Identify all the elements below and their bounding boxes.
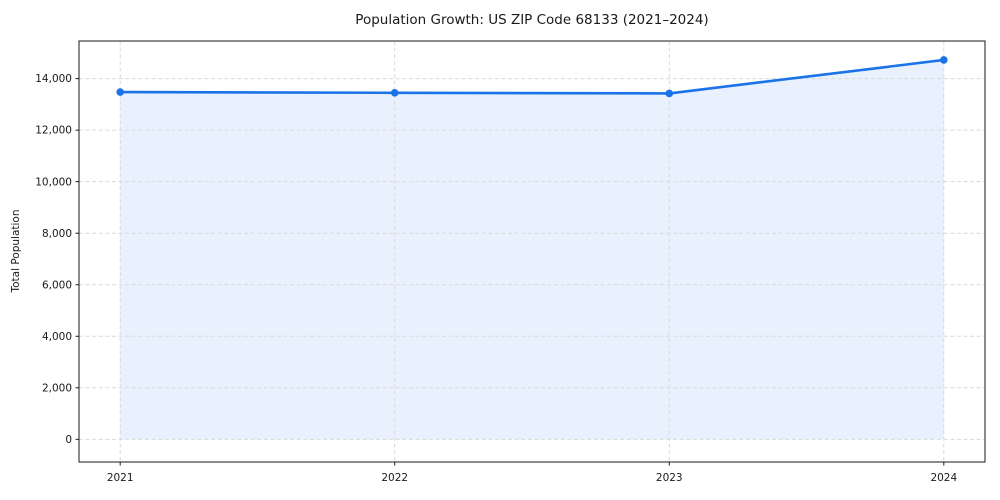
- x-tick-label: 2022: [381, 472, 408, 484]
- y-tick-label: 4,000: [42, 331, 72, 343]
- gridline-layer: [79, 41, 985, 462]
- y-tick-label: 6,000: [42, 279, 72, 291]
- series-layer: [116, 56, 948, 98]
- y-tick-label: 14,000: [35, 73, 72, 85]
- y-tick-label: 2,000: [42, 382, 72, 394]
- chart-title: Population Growth: US ZIP Code 68133 (20…: [355, 12, 708, 28]
- series-line: [118, 58, 946, 95]
- axes-layer: [75, 40, 986, 466]
- area-fill-layer: [120, 59, 944, 440]
- y-axis-label: Total Population: [10, 209, 22, 293]
- x-tick-label: 2023: [656, 472, 683, 484]
- y-tick-label: 12,000: [35, 125, 72, 137]
- plot-spines: [78, 40, 986, 463]
- y-tick-label: 0: [65, 434, 72, 446]
- y-tick-label: 10,000: [35, 176, 72, 188]
- data-point-marker: [940, 56, 948, 64]
- tick-label-layer: 0 2,000 4,000 6,000 8,000 10,000 12,000 14,000 2…: [35, 73, 957, 484]
- x-tick-label: 2021: [107, 472, 134, 484]
- series-area-fill: [120, 59, 944, 440]
- data-point-marker: [665, 89, 674, 98]
- x-tick-label: 2024: [930, 472, 957, 484]
- data-point-marker: [116, 88, 124, 96]
- y-tick-label: 8,000: [42, 228, 72, 240]
- data-point-marker: [390, 88, 399, 97]
